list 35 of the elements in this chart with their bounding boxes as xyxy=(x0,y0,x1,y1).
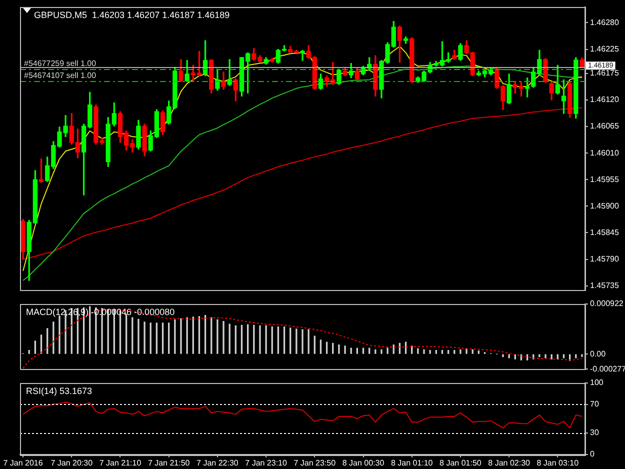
y-tick-label: 1.45955 xyxy=(590,174,620,184)
candlestick xyxy=(300,50,305,61)
x-tick-label: 7 Jan 21:10 xyxy=(99,458,142,468)
y-tick-label: 0.000922 xyxy=(590,299,624,308)
chart-title: RSI(14) 53.1673 xyxy=(26,386,92,396)
x-tick-label: 7 Jan 22:30 xyxy=(196,458,239,468)
y-tick-label: 1.46280 xyxy=(590,18,620,27)
x-tick-label: 7 Jan 20:30 xyxy=(50,458,94,468)
y-tick-label: 1.45735 xyxy=(590,281,620,290)
y-tick-label: 1.46010 xyxy=(590,148,620,158)
x-tick-label: 8 Jan 03:10 xyxy=(536,458,580,468)
y-tick-label: 30 xyxy=(590,428,600,438)
x-tick-label: 8 Jan 01:50 xyxy=(440,458,482,468)
x-tick-label: 8 Jan 00:30 xyxy=(342,458,385,468)
x-tick-label: 7 Jan 23:50 xyxy=(294,458,336,468)
y-tick-label: 0 xyxy=(590,450,595,459)
ref-line-label: #54674107 sell 1.00 xyxy=(24,71,97,80)
y-tick-label: 0.00 xyxy=(590,349,606,358)
y-tick-label: 1.46175 xyxy=(590,68,620,78)
x-tick-label: 7 Jan 23:10 xyxy=(245,458,288,468)
x-tick-label: 7 Jan 21:50 xyxy=(148,458,190,468)
y-tick-label: 1.45845 xyxy=(590,228,620,237)
line-series xyxy=(22,308,582,369)
y-tick-label: 1.45790 xyxy=(590,254,620,264)
y-tick-label: 1.46120 xyxy=(590,95,620,104)
chart-title: GBPUSD,M5 1.46203 1.46207 1.46187 1.46189 xyxy=(34,10,230,20)
x-tick-label: 8 Jan 02:30 xyxy=(488,458,531,468)
y-tick-label: 1.45900 xyxy=(590,201,620,210)
ref-line-label: #54677259 sell 1.00 xyxy=(24,59,97,68)
x-tick-label: 7 Jan 2016 xyxy=(3,458,44,468)
y-tick-label: 100 xyxy=(590,378,604,388)
y-tick-label: 1.46225 xyxy=(590,44,620,54)
x-tick-label: 8 Jan 01:10 xyxy=(390,458,434,468)
y-tick-label: 70 xyxy=(590,399,600,408)
y-tick-label: 1.46065 xyxy=(590,122,620,131)
